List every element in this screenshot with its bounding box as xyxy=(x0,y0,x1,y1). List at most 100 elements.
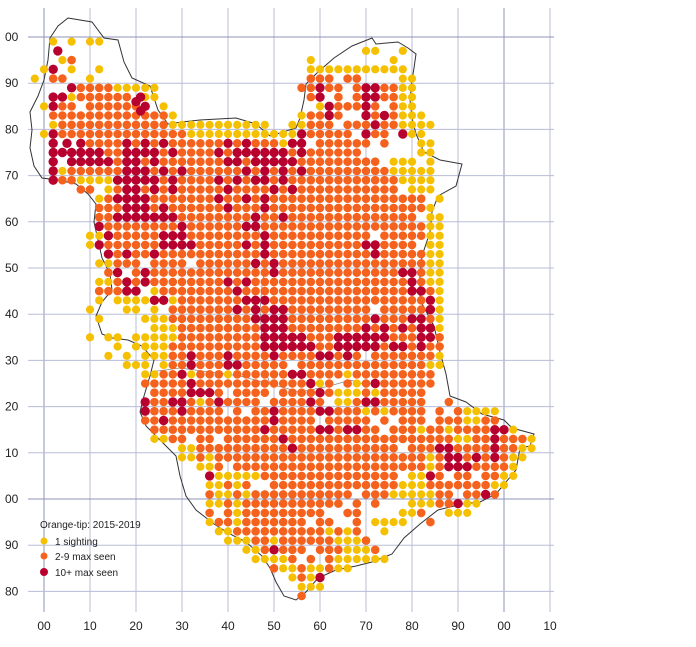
sighting-point-few xyxy=(205,231,214,240)
sighting-point-few xyxy=(205,360,214,370)
sighting-point-few xyxy=(324,203,334,213)
sighting-point-many xyxy=(278,147,288,158)
sighting-point-few xyxy=(159,222,168,231)
sighting-point-few xyxy=(168,222,178,231)
sighting-point-few xyxy=(232,397,242,407)
sighting-point-many xyxy=(48,101,58,112)
sighting-point-few xyxy=(85,92,95,102)
sighting-point-few xyxy=(370,323,380,333)
sighting-point-few xyxy=(370,480,380,490)
sighting-point-few xyxy=(113,286,122,296)
sighting-point-one xyxy=(426,259,435,268)
sighting-point-one xyxy=(389,56,398,65)
sighting-point-one xyxy=(214,120,223,129)
sighting-point-one xyxy=(472,499,481,508)
sighting-point-few xyxy=(361,314,371,324)
sighting-point-few xyxy=(168,157,178,166)
sighting-point-few xyxy=(343,231,352,240)
sighting-point-one xyxy=(214,481,223,490)
sighting-point-few xyxy=(407,305,417,314)
sighting-point-few xyxy=(196,203,205,213)
sighting-point-few xyxy=(334,249,343,259)
sighting-point-few xyxy=(214,333,224,342)
sighting-point-few xyxy=(168,129,178,139)
sighting-point-few xyxy=(334,305,343,314)
sighting-point-few xyxy=(94,102,104,111)
sighting-point-few xyxy=(361,277,371,287)
sighting-point-few xyxy=(269,212,279,222)
sighting-point-few xyxy=(214,185,224,194)
sighting-point-few xyxy=(389,406,398,416)
sighting-point-few xyxy=(380,277,389,287)
sighting-point-one xyxy=(141,342,150,351)
sighting-point-many xyxy=(149,295,160,305)
y-tick-label: 60 xyxy=(5,215,19,229)
sighting-point-few xyxy=(214,323,224,333)
sighting-point-one xyxy=(444,508,453,517)
sighting-point-few xyxy=(389,111,398,120)
sighting-point-few xyxy=(306,277,316,287)
sighting-point-many xyxy=(370,240,380,250)
sighting-point-few xyxy=(196,148,205,157)
sighting-point-few xyxy=(343,453,352,462)
sighting-point-few xyxy=(416,360,426,370)
sighting-point-few xyxy=(150,259,159,268)
sighting-point-one xyxy=(159,333,168,342)
sighting-point-few xyxy=(389,120,398,130)
sighting-point-one xyxy=(380,65,389,74)
sighting-point-few xyxy=(324,286,334,296)
sighting-point-one xyxy=(141,83,150,92)
sighting-point-few xyxy=(214,212,224,222)
sighting-point-few xyxy=(389,425,398,435)
sighting-point-one xyxy=(407,102,417,111)
sighting-point-few xyxy=(297,499,306,508)
sighting-point-few xyxy=(315,527,325,536)
sighting-point-few xyxy=(352,157,362,166)
sighting-point-many xyxy=(361,83,371,93)
sighting-point-few xyxy=(315,508,325,518)
sighting-point-few xyxy=(352,406,362,416)
sighting-point-few xyxy=(242,259,251,268)
sighting-point-few xyxy=(426,286,435,296)
sighting-point-one xyxy=(334,564,343,573)
sighting-point-few xyxy=(407,434,417,444)
sighting-point-few xyxy=(159,185,168,194)
sighting-point-few xyxy=(205,416,214,425)
sighting-point-many xyxy=(425,304,436,315)
sighting-point-few xyxy=(380,249,389,259)
sighting-point-few xyxy=(232,212,242,222)
sighting-point-one xyxy=(39,129,49,139)
sighting-point-few xyxy=(269,360,279,370)
sighting-point-one xyxy=(435,277,444,286)
sighting-point-few xyxy=(324,379,334,388)
sighting-point-few xyxy=(260,277,270,287)
sighting-point-few xyxy=(58,175,67,185)
sighting-point-one xyxy=(435,351,444,360)
sighting-point-few xyxy=(315,443,325,453)
sighting-point-one xyxy=(398,83,407,92)
sighting-point-few xyxy=(104,129,113,139)
sighting-point-few xyxy=(159,277,168,287)
sighting-point-few xyxy=(113,203,122,213)
sighting-point-many xyxy=(214,194,224,204)
sighting-point-many xyxy=(425,323,436,333)
sighting-point-one xyxy=(67,37,76,46)
sighting-point-few xyxy=(361,231,371,240)
sighting-point-few xyxy=(297,185,306,194)
sighting-point-few xyxy=(407,333,417,342)
sighting-point-few xyxy=(159,425,168,435)
sighting-point-few xyxy=(324,490,334,499)
sighting-point-one xyxy=(297,111,306,120)
sighting-point-few xyxy=(324,166,334,176)
sighting-point-few xyxy=(223,268,233,277)
sighting-point-one xyxy=(407,93,417,102)
sighting-point-few xyxy=(324,453,334,462)
sighting-point-one xyxy=(288,129,297,139)
sighting-point-one xyxy=(104,333,113,342)
sighting-point-many xyxy=(85,157,95,167)
sighting-point-few xyxy=(297,175,306,185)
sighting-point-few xyxy=(407,222,417,231)
sighting-point-few xyxy=(232,333,242,342)
sighting-point-few xyxy=(398,249,408,259)
sighting-point-few xyxy=(288,286,297,296)
